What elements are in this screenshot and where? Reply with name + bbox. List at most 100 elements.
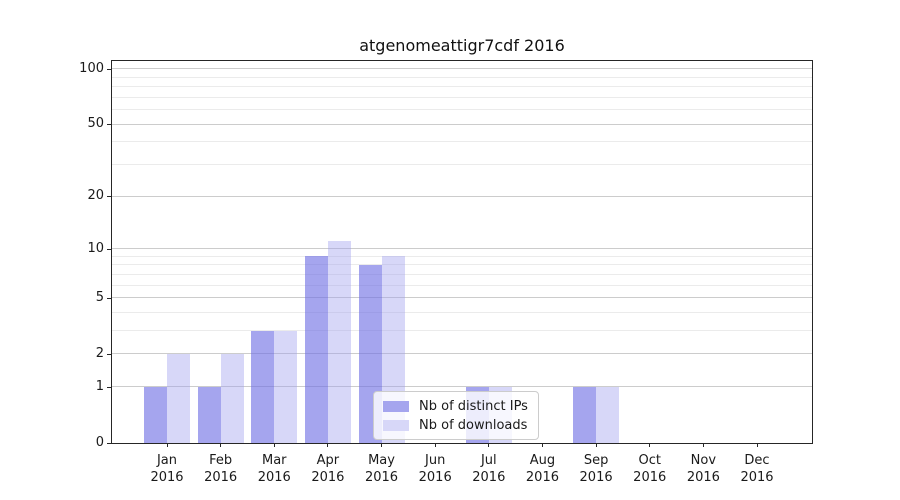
bar-distinct-ips-jan (144, 386, 167, 443)
x-tick-year: 2016 (579, 470, 613, 485)
y-tick-mark (107, 297, 111, 299)
x-tick-mark (166, 443, 168, 447)
gridline-minor (112, 163, 812, 165)
x-tick-label-jun: Jun 2016 (400, 452, 470, 486)
x-tick-label-jul: Jul 2016 (454, 452, 524, 486)
x-tick-mark (702, 443, 704, 447)
x-tick-month: Apr (316, 453, 340, 468)
bar-downloads-mar (274, 330, 298, 443)
y-tick-label: 2 (95, 345, 104, 361)
x-tick-mark (756, 443, 758, 447)
x-tick-mark (541, 443, 543, 447)
x-tick-mark (327, 443, 329, 447)
bar-downloads-jan (167, 353, 190, 443)
bar-downloads-feb (220, 353, 244, 443)
plot-area: Nb of distinct IPs Nb of downloads (111, 60, 813, 444)
gridline-minor (112, 96, 812, 98)
gridline-minor (112, 76, 812, 78)
y-tick-label: 10 (87, 240, 104, 256)
x-tick-mark (273, 443, 275, 447)
x-tick-label-feb: Feb 2016 (186, 452, 256, 486)
y-tick-mark (107, 124, 111, 126)
legend-item-downloads: Nb of downloads (383, 417, 528, 433)
gridline-minor (112, 311, 812, 313)
bar-downloads-apr (327, 241, 351, 443)
x-tick-label-mar: Mar 2016 (239, 452, 309, 486)
x-tick-month: Mar (262, 453, 287, 468)
y-tick-label: 20 (87, 188, 104, 204)
bar-distinct-ips-apr (304, 256, 328, 443)
x-tick-mark (595, 443, 597, 447)
x-tick-month: Nov (690, 453, 717, 468)
x-tick-year: 2016 (472, 470, 506, 485)
x-tick-label-aug: Aug 2016 (507, 452, 577, 486)
x-tick-year: 2016 (364, 470, 399, 485)
x-tick-month: May (368, 453, 395, 468)
chart-title: atgenomeattigr7cdf 2016 (359, 36, 565, 55)
gridline-minor (112, 264, 812, 266)
x-tick-label-sep: Sep 2016 (561, 452, 631, 486)
legend-label-downloads: Nb of downloads (419, 417, 528, 433)
x-tick-month: Oct (638, 453, 661, 468)
gridline-minor (112, 86, 812, 88)
bar-distinct-ips-feb (197, 386, 221, 443)
x-tick-label-oct: Oct 2016 (615, 452, 685, 486)
x-tick-year: 2016 (633, 470, 667, 485)
y-tick-mark (107, 68, 111, 70)
x-tick-mark (488, 443, 490, 447)
x-tick-month: Jun (425, 453, 446, 468)
gridline-major (112, 248, 812, 249)
x-tick-label-apr: Apr 2016 (293, 452, 363, 486)
x-tick-label-may: May 2016 (347, 452, 417, 486)
gridline-minor (112, 109, 812, 111)
y-tick-label: 100 (79, 60, 104, 76)
x-tick-year: 2016 (150, 470, 184, 485)
y-tick-label: 50 (87, 116, 104, 132)
x-tick-mark (434, 443, 436, 447)
gridline-minor (112, 284, 812, 286)
x-tick-year: 2016 (204, 470, 238, 485)
y-tick-label: 0 (95, 435, 104, 450)
legend-swatch-distinct-ips (383, 400, 409, 412)
bar-distinct-ips-mar (251, 330, 275, 443)
y-tick-label: 5 (95, 289, 104, 305)
x-tick-year: 2016 (740, 470, 774, 485)
x-tick-month: Feb (209, 453, 233, 468)
y-tick-mark (107, 443, 111, 444)
y-tick-mark (107, 386, 111, 388)
x-tick-mark (220, 443, 222, 447)
y-tick-label: 1 (95, 378, 104, 394)
gridline-minor (112, 273, 812, 275)
legend-item-distinct-ips: Nb of distinct IPs (383, 398, 528, 414)
x-tick-year: 2016 (257, 470, 291, 485)
y-tick-mark (107, 196, 111, 198)
x-tick-year: 2016 (311, 470, 345, 485)
x-tick-year: 2016 (525, 470, 559, 485)
x-tick-label-nov: Nov 2016 (668, 452, 738, 486)
gridline-major (112, 386, 812, 388)
x-tick-month: Jul (480, 453, 497, 468)
x-tick-mark (381, 443, 383, 447)
x-tick-month: Jan (156, 453, 178, 468)
legend: Nb of distinct IPs Nb of downloads (373, 391, 539, 440)
x-tick-year: 2016 (686, 470, 720, 485)
gridline-minor (112, 255, 812, 257)
gridline-major (112, 297, 812, 299)
y-tick-mark (107, 248, 111, 250)
y-tick-mark (107, 353, 111, 355)
x-tick-month: Dec (744, 453, 770, 468)
x-tick-mark (649, 443, 651, 447)
bar-downloads-sep (596, 386, 620, 443)
gridline-major (112, 123, 812, 125)
x-tick-month: Aug (529, 453, 556, 468)
x-tick-month: Sep (583, 453, 609, 468)
gridline-minor (112, 141, 812, 143)
bar-distinct-ips-sep (573, 386, 597, 443)
x-tick-label-dec: Dec 2016 (722, 452, 792, 486)
legend-swatch-downloads (383, 419, 409, 431)
x-tick-label-jan: Jan 2016 (132, 452, 202, 486)
legend-label-distinct-ips: Nb of distinct IPs (419, 398, 528, 414)
gridline-major (112, 195, 812, 197)
gridline-major (112, 68, 812, 70)
